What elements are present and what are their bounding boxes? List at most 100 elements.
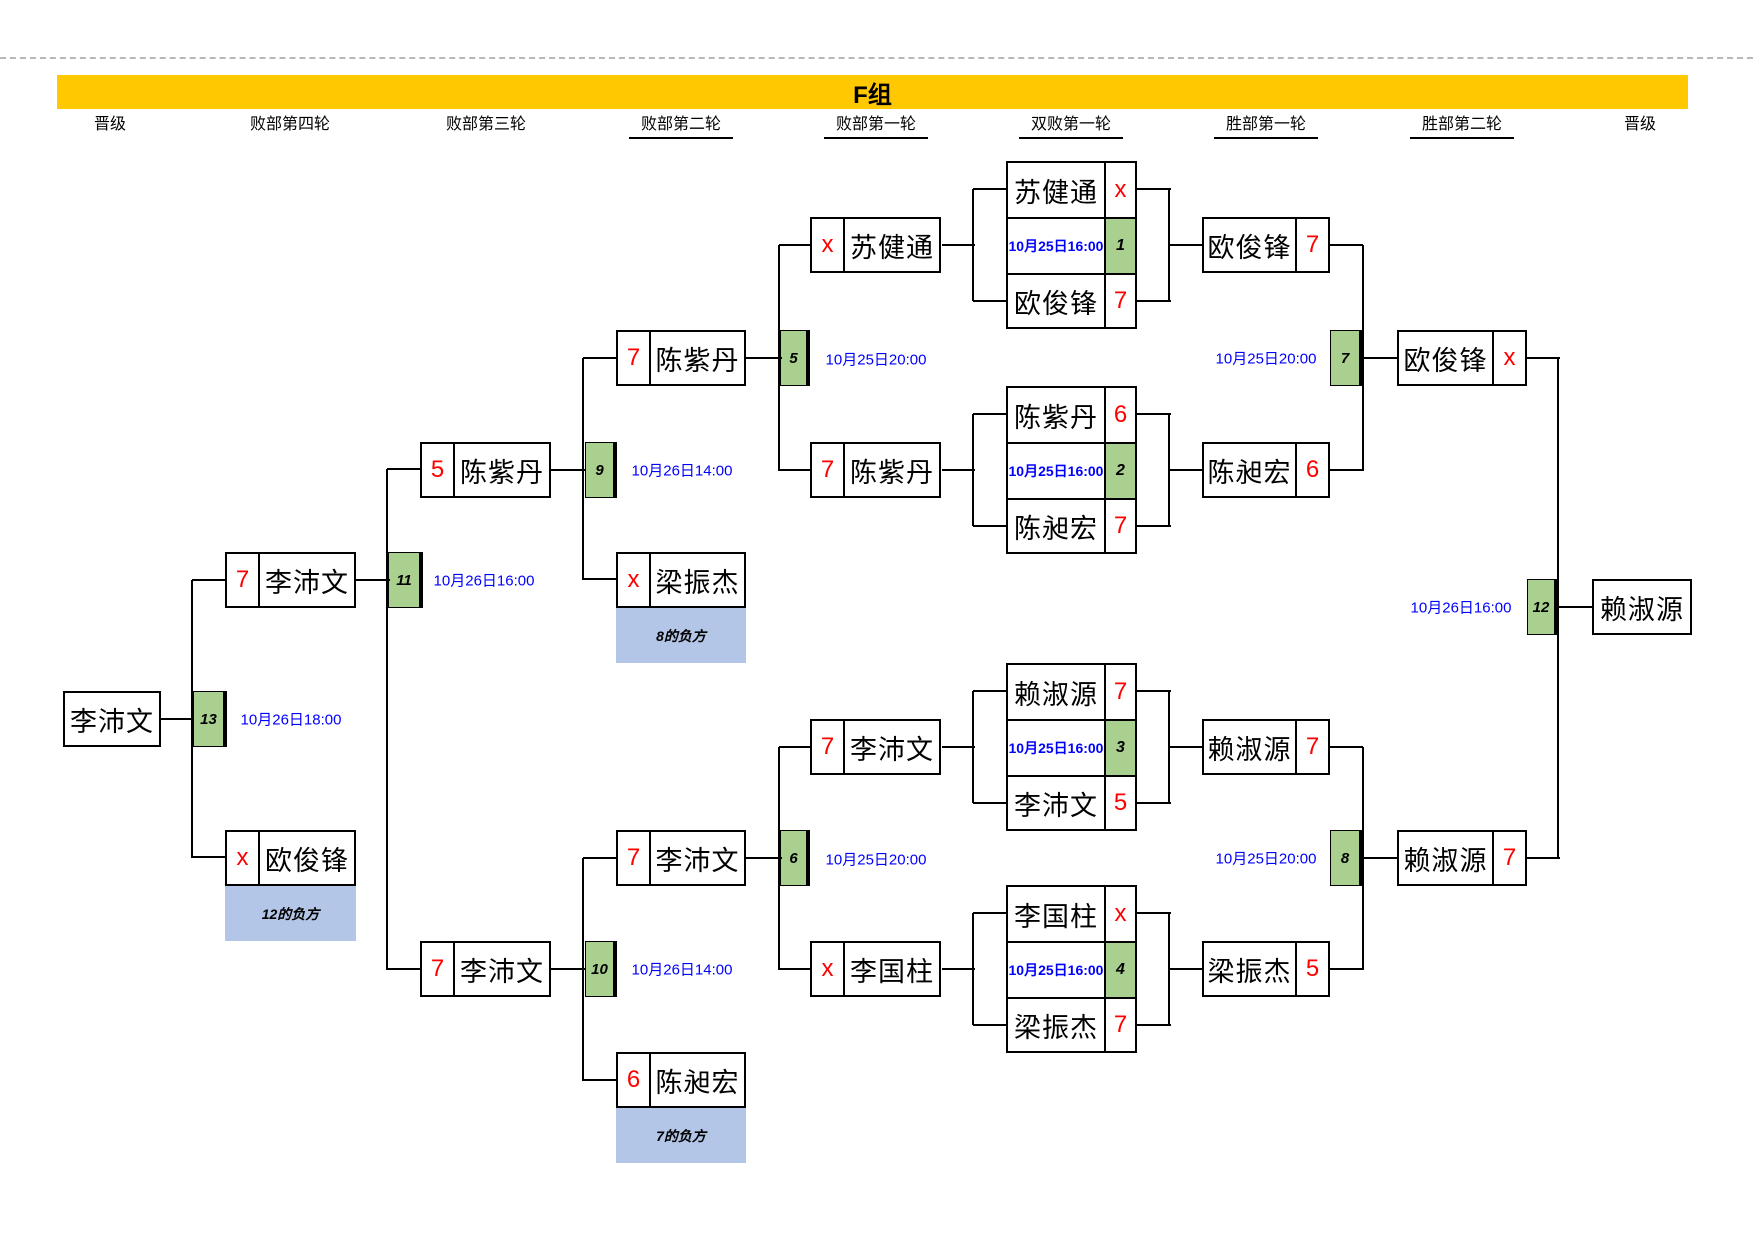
connector-line xyxy=(386,469,388,970)
connector-line xyxy=(1137,525,1171,527)
match-2-player-2-score: 7 xyxy=(1104,498,1135,552)
connector-line xyxy=(779,469,812,471)
connector-line xyxy=(1169,244,1204,246)
advance-right-box: 赖淑源 xyxy=(1592,579,1692,635)
match-4-player-2-score: 7 xyxy=(1104,997,1135,1051)
connector-line xyxy=(1527,357,1560,359)
connector-line xyxy=(973,188,1008,190)
connector-line xyxy=(779,244,812,246)
match-1-date: 10月25日16:00 xyxy=(1008,217,1104,273)
connector-line xyxy=(778,245,780,471)
match-2-player-1-score: 6 xyxy=(1104,388,1135,442)
connector-line xyxy=(387,468,422,470)
connector-line xyxy=(583,1079,618,1081)
match-7-number-badge: 7 xyxy=(1330,330,1363,386)
connector-line xyxy=(972,913,974,1025)
column-header-losers-round1: 败部第一轮 xyxy=(823,110,929,139)
connector-line xyxy=(1137,188,1171,190)
match-11-number-badge: 11 xyxy=(388,552,423,608)
connector-line xyxy=(942,469,975,471)
match-5-date: 10月25日20:00 xyxy=(825,351,927,369)
drop-in-loser-of-8-name: 梁振杰 xyxy=(655,567,740,598)
match-3-player-1-score: 7 xyxy=(1104,665,1135,719)
match-2-box: 陈紫丹 6 10月25日16:00 2 陈昶宏 7 xyxy=(1006,386,1137,554)
drop-in-loser-of-7-score: 6 xyxy=(618,1054,651,1106)
connector-line xyxy=(1330,746,1363,748)
column-header-losers-round4: 败部第四轮 xyxy=(249,116,331,133)
connector-line xyxy=(1137,912,1171,914)
winners-r2-box-1-name: 欧俊锋 xyxy=(1403,345,1488,376)
column-header-losers-round3: 败部第三轮 xyxy=(445,116,527,133)
connector-line xyxy=(583,857,618,859)
match-11-date: 10月26日16:00 xyxy=(433,572,535,590)
column-header-advance-left: 晋级 xyxy=(93,116,127,133)
losers-r1-box-4-name: 李国柱 xyxy=(850,956,934,987)
match-6-number-badge: 6 xyxy=(780,830,810,886)
match-4-date: 10月25日16:00 xyxy=(1008,941,1104,997)
advance-left-name: 李沛文 xyxy=(70,706,154,737)
loser-of-12-label: 12的负方 xyxy=(225,886,356,941)
connector-line xyxy=(972,691,974,803)
column-header-winners-round2: 胜部第二轮 xyxy=(1409,110,1515,139)
connector-line xyxy=(973,525,1008,527)
match-9-date: 10月26日14:00 xyxy=(631,462,733,480)
connector-line xyxy=(551,469,585,471)
losers-r3-box-1-score: 5 xyxy=(422,444,455,496)
match-13-date: 10月26日18:00 xyxy=(240,711,342,729)
connector-line xyxy=(1137,802,1171,804)
column-header-advance-right: 晋级 xyxy=(1623,116,1657,133)
match-9-number-badge: 9 xyxy=(585,442,617,498)
winners-r1-box-3: 赖淑源 7 xyxy=(1202,719,1330,775)
column-header-first-round: 双败第一轮 xyxy=(1018,110,1124,139)
losers-r1-box-2-name: 陈紫丹 xyxy=(850,457,934,488)
match-5-number-badge: 5 xyxy=(780,330,810,386)
connector-line xyxy=(942,746,975,748)
match-4-player-1-name: 李国柱 xyxy=(1014,901,1098,932)
match-12-date: 10月26日16:00 xyxy=(1410,599,1512,617)
connector-line xyxy=(779,968,812,970)
losers-r2-box-2-score: 7 xyxy=(618,832,651,884)
match-2-player-2-name: 陈昶宏 xyxy=(1008,498,1104,552)
match-4-player-1-score: x xyxy=(1104,887,1135,941)
connector-line xyxy=(779,746,812,748)
connector-line xyxy=(746,857,782,859)
drop-in-box-loser-of-8: x 梁振杰 xyxy=(616,552,746,608)
losers-r1-box-1: x 苏健通 xyxy=(810,217,941,273)
winners-r2-box-2: 赖淑源 7 xyxy=(1397,830,1527,886)
connector-line xyxy=(973,690,1008,692)
connector-line xyxy=(387,968,422,970)
connector-line xyxy=(1363,857,1399,859)
drop-in-loser-of-8-score: x xyxy=(618,554,651,606)
connector-line xyxy=(1169,968,1204,970)
losers-r1-box-4-score: x xyxy=(812,943,845,995)
connector-line xyxy=(973,300,1008,302)
match-1-player-2-name: 欧俊锋 xyxy=(1008,273,1104,327)
connector-line xyxy=(192,856,227,858)
advance-left-box: 李沛文 xyxy=(63,691,161,747)
losers-r1-box-1-name: 苏健通 xyxy=(850,232,934,263)
connector-line xyxy=(972,189,974,301)
connector-line xyxy=(1169,746,1204,748)
connector-line xyxy=(1168,913,1170,1025)
connector-line xyxy=(583,578,618,580)
match-10-number-badge: 10 xyxy=(585,941,617,997)
connector-line xyxy=(1363,357,1399,359)
losers-r1-box-2-score: 7 xyxy=(812,444,845,496)
winners-r1-box-4-name: 梁振杰 xyxy=(1207,956,1292,987)
connector-line xyxy=(1362,245,1364,471)
losers-r1-box-3: 7 李沛文 xyxy=(810,719,941,775)
title-bar: F组 xyxy=(57,75,1688,109)
winners-r2-box-2-name: 赖淑源 xyxy=(1403,845,1488,876)
drop-in-box-loser-of-12: x 欧俊锋 xyxy=(225,830,356,886)
losers-r1-box-2: 7 陈紫丹 xyxy=(810,442,941,498)
connector-line xyxy=(942,968,975,970)
match-3-player-1-name: 赖淑源 xyxy=(1014,679,1098,710)
match-2-date: 10月25日16:00 xyxy=(1008,442,1104,498)
connector-line xyxy=(973,912,1008,914)
losers-r3-box-2-score: 7 xyxy=(422,943,455,995)
losers-r1-box-3-score: 7 xyxy=(812,721,845,773)
winners-r1-box-1-score: 7 xyxy=(1295,219,1328,271)
connector-line xyxy=(356,579,390,581)
connector-line xyxy=(1168,414,1170,526)
